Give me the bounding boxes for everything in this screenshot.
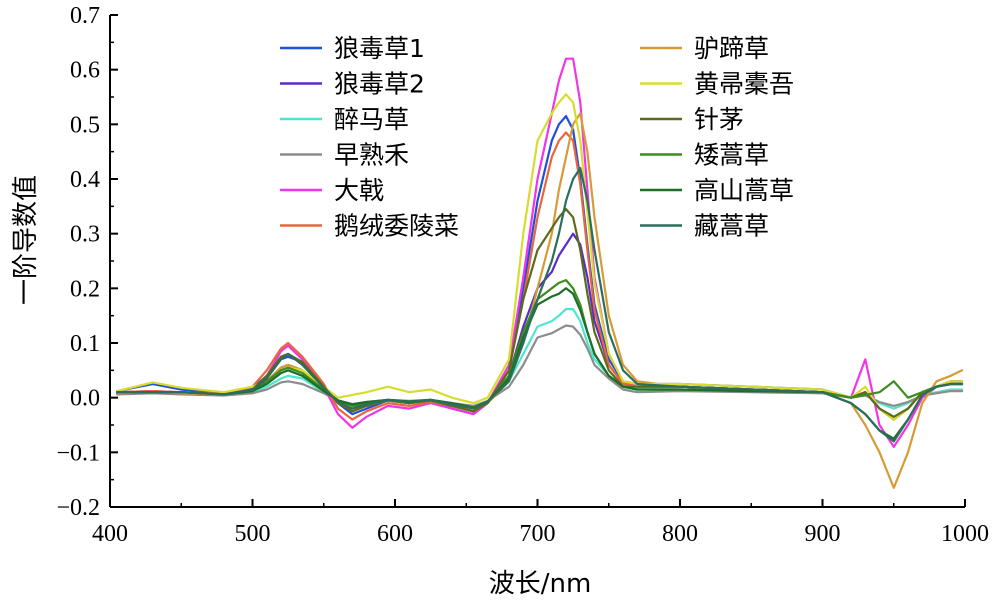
x-tick-label: 400	[92, 521, 128, 547]
legend-label: 驴蹄草	[694, 34, 769, 63]
y-tick-label: 0.5	[70, 112, 100, 138]
series-line-1	[116, 115, 964, 421]
legend-label: 黄帚橐吾	[694, 70, 794, 99]
legend-label: 针茅	[694, 105, 744, 134]
series-line-10	[116, 279, 964, 410]
y-tick-label: −0.1	[56, 440, 100, 466]
legend-item-11: 高山蒿草	[640, 176, 794, 205]
legend-item-7: 驴蹄草	[640, 34, 769, 63]
legend-item-2: 狼毒草2	[280, 70, 425, 99]
legend-item-3: 醉马草	[280, 105, 409, 134]
x-tick-label: 1000	[941, 521, 989, 547]
series-line-9	[116, 208, 964, 418]
legend-item-1: 狼毒草1	[280, 34, 425, 63]
series-line-12	[116, 167, 964, 443]
legend-label: 大戟	[334, 176, 384, 205]
y-tick-label: 0.4	[70, 167, 100, 193]
legend-label: 醉马草	[334, 105, 409, 134]
axes: 400 500 600 700 800 900 1000 −0.2 −0.1 0.0 0.1 0.2 0…	[56, 3, 989, 547]
y-axis-title: 一阶导数值	[11, 175, 41, 305]
legend-label: 狼毒草2	[334, 70, 425, 99]
legend-item-4: 早熟禾	[280, 141, 409, 170]
legend-item-8: 黄帚橐吾	[640, 70, 794, 99]
legend-item-10: 矮蒿草	[640, 141, 769, 170]
y-tick-label: 0.7	[70, 3, 100, 29]
legend-label: 鹅绒委陵菜	[334, 212, 459, 241]
legend-label: 高山蒿草	[694, 176, 794, 205]
series-line-11	[116, 287, 964, 440]
series-line-7	[116, 112, 964, 489]
legend-item-5: 大戟	[280, 176, 384, 205]
legend-label: 早熟禾	[334, 141, 409, 170]
legend-item-6: 鹅绒委陵菜	[280, 212, 459, 241]
y-tick-label: 0.3	[70, 222, 100, 248]
y-tick-label: 0.2	[70, 276, 100, 302]
legend-label: 矮蒿草	[694, 141, 769, 170]
x-axis-title: 波长/nm	[489, 569, 592, 599]
legend-item-9: 针茅	[640, 105, 744, 134]
y-tick-label: −0.2	[56, 495, 100, 521]
x-tick-label: 700	[520, 521, 556, 547]
series-line-5	[116, 57, 964, 448]
series-line-8	[116, 93, 964, 421]
legend-label: 狼毒草1	[334, 34, 425, 63]
legend-label: 藏蒿草	[694, 212, 769, 241]
x-tick-label: 800	[662, 521, 698, 547]
x-tick-label: 600	[377, 521, 413, 547]
plot-lines	[116, 57, 964, 489]
legend-item-12: 藏蒿草	[640, 212, 769, 241]
y-tick-label: 0.0	[70, 386, 100, 412]
y-tick-label: 0.1	[70, 331, 100, 357]
y-tick-label: 0.6	[70, 58, 100, 84]
x-tick-label: 900	[805, 521, 841, 547]
x-tick-label: 500	[235, 521, 271, 547]
